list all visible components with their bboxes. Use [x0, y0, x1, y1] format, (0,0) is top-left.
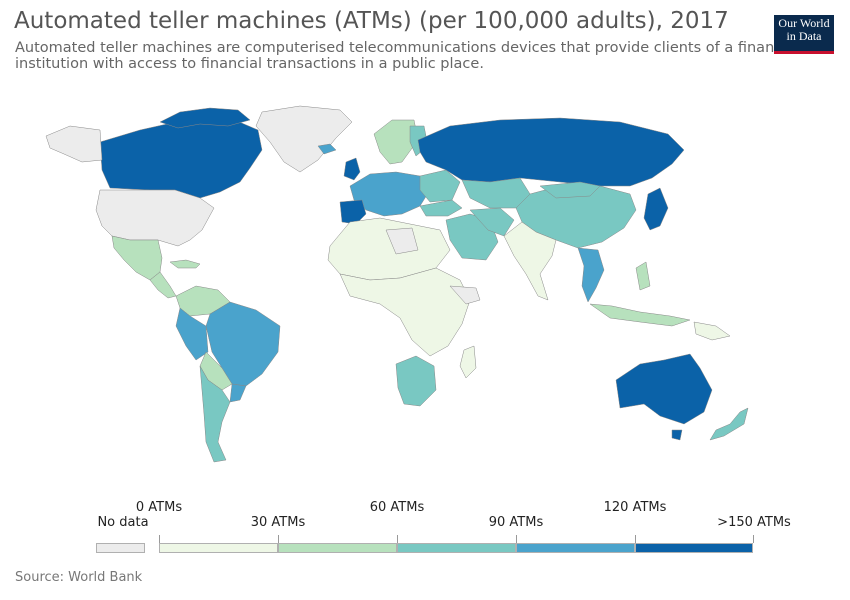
legend-tick-0 [159, 535, 160, 543]
region-australia[interactable] [615, 353, 713, 425]
region-central-africa[interactable] [339, 267, 471, 357]
legend-label-120: 120 ATMs [603, 500, 667, 515]
legend-label-60: 60 ATMs [369, 500, 425, 515]
region-peru[interactable] [175, 307, 209, 361]
region-caribbean[interactable] [169, 259, 201, 269]
region-iberia[interactable] [339, 199, 367, 225]
legend-tick-30 [278, 535, 279, 543]
region-philippines[interactable] [635, 261, 651, 291]
region-iceland[interactable] [317, 143, 337, 155]
region-southern-africa[interactable] [395, 355, 437, 407]
legend-swatch-no-data[interactable] [96, 543, 145, 553]
region-brazil[interactable] [205, 301, 281, 387]
region-argentina[interactable] [199, 365, 231, 463]
region-indonesia[interactable] [589, 303, 691, 327]
region-uk[interactable] [343, 157, 361, 181]
logo-line-1: Our World [778, 16, 830, 30]
legend-swatch-0-30[interactable] [159, 543, 278, 553]
logo-line-2: in Data [786, 29, 822, 43]
region-greenland[interactable] [255, 105, 353, 173]
legend-tick-120 [635, 535, 636, 543]
region-russia[interactable] [417, 117, 685, 187]
legend-tick-90 [516, 535, 517, 543]
legend-tick-60 [397, 535, 398, 543]
map-svg [45, 105, 749, 463]
region-north-africa[interactable] [327, 217, 451, 281]
region-scandinavia[interactable] [373, 119, 419, 165]
region-alaska[interactable] [45, 125, 103, 163]
legend-swatch-120-150[interactable] [635, 543, 753, 553]
region-tasmania[interactable] [671, 429, 683, 441]
map-legend: No data 0 ATMs 30 ATMs 60 ATMs 90 ATMs 1… [0, 495, 850, 565]
region-canada-islands[interactable] [159, 107, 251, 129]
world-map[interactable] [0, 90, 850, 480]
page-title: Automated teller machines (ATMs) (per 10… [14, 8, 729, 34]
legend-label-max: >150 ATMs [717, 515, 791, 530]
region-canada[interactable] [99, 117, 263, 199]
region-horn-of-africa[interactable] [449, 285, 481, 305]
source-note[interactable]: Source: World Bank [15, 570, 143, 585]
region-usa[interactable] [95, 189, 215, 247]
legend-label-30: 30 ATMs [250, 515, 306, 530]
region-india[interactable] [503, 221, 557, 301]
owid-logo[interactable]: Our World in Data [774, 15, 834, 54]
legend-label-0: 0 ATMs [135, 500, 183, 515]
legend-tick-max [753, 535, 754, 543]
region-mongolia[interactable] [539, 181, 601, 199]
region-iran[interactable] [469, 207, 515, 237]
legend-label-no-data: No data [97, 515, 149, 530]
region-turkey[interactable] [419, 199, 463, 217]
legend-label-90: 90 ATMs [488, 515, 544, 530]
legend-swatch-90-120[interactable] [516, 543, 635, 553]
legend-swatch-30-60[interactable] [278, 543, 397, 553]
region-mexico[interactable] [111, 235, 163, 281]
region-madagascar[interactable] [459, 345, 477, 379]
page-subtitle: Automated teller machines are computeris… [15, 40, 800, 72]
region-southeast-asia[interactable] [577, 247, 605, 303]
region-central-asia[interactable] [461, 177, 531, 209]
region-png[interactable] [693, 321, 731, 341]
region-uruguay[interactable] [229, 383, 247, 403]
legend-swatch-60-90[interactable] [397, 543, 516, 553]
region-libya[interactable] [385, 227, 419, 255]
region-new-zealand[interactable] [709, 407, 749, 441]
region-japan[interactable] [643, 187, 669, 231]
